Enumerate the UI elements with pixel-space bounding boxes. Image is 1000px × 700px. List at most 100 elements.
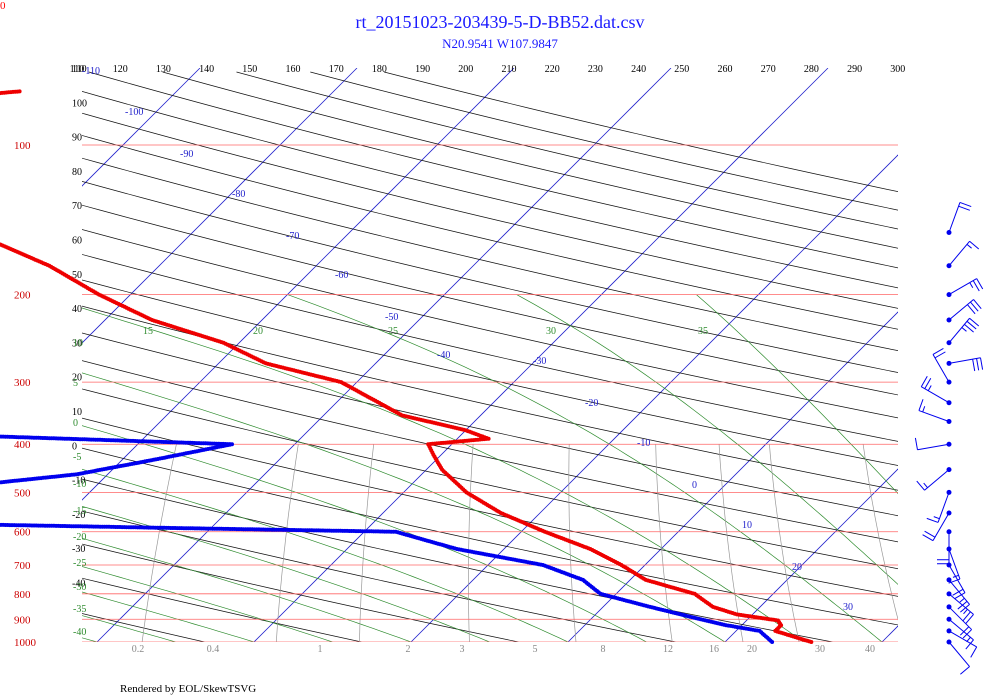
theta-label: 160: [286, 64, 301, 75]
wind-barb-flag: [969, 240, 980, 250]
mixing-ratio-label: 16: [709, 644, 719, 655]
dry-adiabat-line: [82, 135, 898, 330]
wind-barb-flag: [980, 357, 984, 370]
wind-barb: [937, 529, 952, 565]
isotherm-line: [253, 68, 829, 642]
moist-adiabat-label: 35: [698, 326, 708, 337]
wind-barb-flag: [966, 243, 972, 249]
theta-label: 240: [631, 64, 646, 75]
isobar-label: 600: [14, 527, 31, 539]
isobar-label: 1000: [14, 637, 37, 649]
isotherm-line: [567, 311, 898, 642]
wind-barb-flag: [976, 278, 984, 290]
dry-adiabat-line: [82, 478, 833, 642]
dry-adiabat-line: [88, 71, 898, 269]
mixing-ratio-label: 8: [601, 644, 606, 655]
moist-adiabat-line: [82, 307, 804, 642]
wind-barb-staff: [948, 618, 974, 641]
isotherm-label: -110: [82, 66, 100, 77]
dry-adiabat-line: [82, 543, 519, 642]
dry-adiabat-left-label: 40: [72, 304, 82, 315]
wind-barbs: [914, 201, 984, 675]
moist-adiabat-left-label: -30: [73, 582, 86, 593]
chart-subtitle: N20.9541 W107.9847: [442, 36, 558, 51]
dry-adiabat-left-label: 110: [72, 64, 87, 75]
dry-adiabat-line: [82, 613, 205, 642]
isotherm-label: -20: [585, 398, 598, 409]
wind-barb-staff: [948, 317, 970, 344]
isotherm-label: -50: [385, 312, 398, 323]
moist-adiabat-left-label: 0: [73, 418, 78, 429]
isotherm-line: [881, 625, 898, 642]
moist-adiabat-left-label: -25: [73, 558, 86, 569]
moist-adiabat-left-label: -35: [73, 604, 86, 615]
wind-barb-flag: [926, 517, 939, 523]
isotherm-label: -70: [286, 231, 299, 242]
wind-barb-staff: [948, 593, 974, 615]
mixing-ratio-line: [862, 444, 898, 621]
theta-label: 190: [415, 64, 430, 75]
wind-barb-flag: [959, 626, 970, 636]
mixing-ratio-line: [0, 444, 28, 642]
wind-barb-flag: [962, 629, 972, 639]
theta-label: 200: [458, 64, 473, 75]
isobar-label: 100: [14, 140, 31, 152]
isotherm-label: -60: [335, 270, 348, 281]
wind-barb: [946, 240, 980, 269]
wind-barb: [946, 616, 974, 650]
dry-adiabat-left-label: 10: [72, 407, 82, 418]
wind-barb-flag: [922, 406, 926, 413]
wind-barb-flag: [959, 201, 972, 208]
dry-adiabat-left-label: -20: [72, 510, 85, 521]
wind-barb: [946, 562, 966, 600]
wind-barb: [914, 437, 952, 451]
dry-adiabat-line: [82, 157, 898, 352]
wind-barb-staff: [948, 202, 961, 233]
dewpoint-point: [0, 434, 1, 439]
wind-barb-flag: [934, 351, 946, 359]
mixing-ratio-label: 2: [406, 644, 411, 655]
isotherm-label: -30: [533, 356, 546, 367]
moist-adiabat-left-label: -20: [73, 532, 86, 543]
dry-adiabat-left-label: 0: [72, 441, 77, 452]
footer-credit: Rendered by EOL/SkewTSVG: [120, 683, 257, 695]
mixing-ratio-label: 3: [460, 644, 465, 655]
wind-barb-staff: [948, 579, 970, 605]
wind-barb-flag: [954, 592, 966, 600]
wind-barb: [916, 467, 952, 491]
theta-label: 130: [156, 64, 171, 75]
dry-adiabat-left-label: 30: [72, 338, 82, 349]
mixing-ratio-line: [275, 444, 299, 642]
isobar-label: 700: [14, 560, 31, 572]
wind-barb-flag: [918, 399, 924, 411]
dry-adiabat-left-label: -30: [72, 544, 85, 555]
moist-adiabat-line: [82, 537, 412, 642]
wind-barb-flag: [914, 437, 918, 450]
wind-barb-staff: [918, 410, 950, 422]
isobar-label: 200: [14, 290, 31, 302]
corner-label: 0: [0, 0, 6, 12]
wind-barb-flag: [969, 282, 974, 289]
wind-barb-flag: [932, 347, 944, 355]
dry-adiabat-line: [82, 417, 898, 597]
theta-label: 290: [847, 64, 862, 75]
wind-barb-flag: [963, 608, 968, 615]
wind-barb-staff: [937, 492, 950, 523]
mixing-ratio-label: 20: [747, 644, 757, 655]
dry-adiabat-left-label: -40: [72, 579, 85, 590]
dry-adiabat-line: [0, 72, 48, 642]
temperature-point: [0, 242, 1, 246]
isobar-label: 900: [14, 614, 31, 626]
dry-adiabat-left-label: -10: [72, 476, 85, 487]
wind-barb-flag: [960, 666, 970, 675]
wind-barb: [926, 489, 952, 523]
isobar-label: 500: [14, 487, 31, 499]
wind-barb-flag: [976, 358, 980, 371]
dry-adiabat-line: [82, 112, 898, 309]
mixing-ratio-label: 0.4: [207, 644, 220, 655]
theta-label: 230: [588, 64, 603, 75]
wind-barb-flag: [920, 376, 928, 387]
wind-barb-flag: [916, 480, 925, 491]
moist-adiabat-left-label: -5: [73, 452, 81, 463]
theta-label: 270: [761, 64, 776, 75]
